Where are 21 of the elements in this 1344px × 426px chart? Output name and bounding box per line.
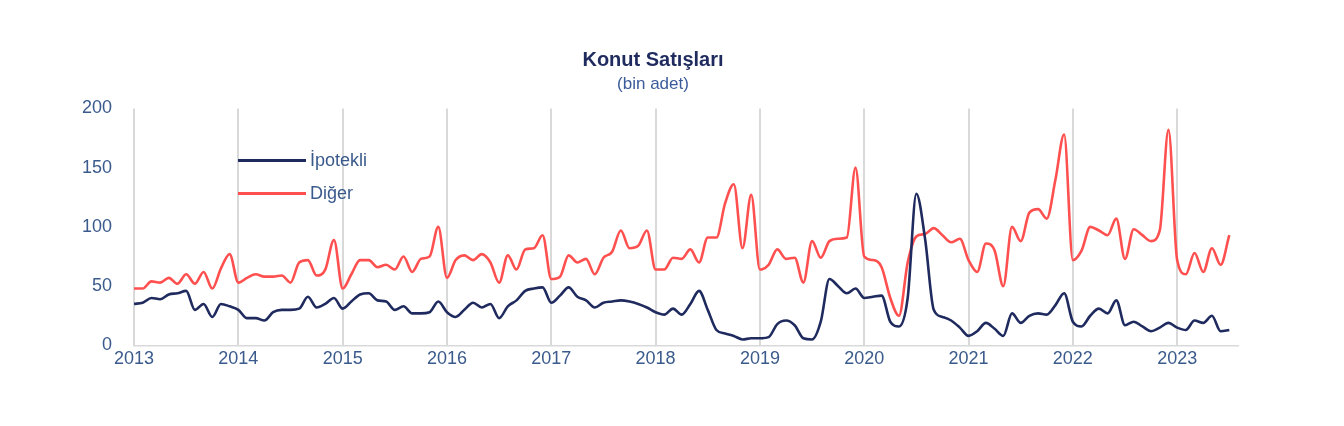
legend-label: İpotekli [310,149,368,172]
x-tick-label: 2019 [739,348,780,369]
x-tick-label: 2022 [1052,348,1093,369]
x-tick-label: 2014 [218,348,259,369]
line-series [134,128,1231,318]
chart-title: Konut Satışları [582,47,724,70]
x-tick-label: 2018 [635,348,676,369]
x-tick-label: 2013 [114,348,155,369]
x-tick-label: 2015 [322,348,363,369]
y-tick-label: 50 [92,275,113,296]
y-tick-label: 150 [81,156,113,177]
x-tick-label: 2016 [426,348,467,369]
x-tick-label: 2017 [531,348,572,369]
x-tick-label: 2023 [1157,348,1198,369]
chart-subtitle: (bin adet) [617,73,689,93]
y-tick-label: 200 [81,97,113,118]
y-tick-label: 100 [81,215,113,236]
x-tick-label: 2021 [948,348,989,369]
legend-label: Diğer [310,182,354,205]
y-tick-label: 0 [102,334,113,355]
x-tick-label: 2020 [844,348,885,369]
